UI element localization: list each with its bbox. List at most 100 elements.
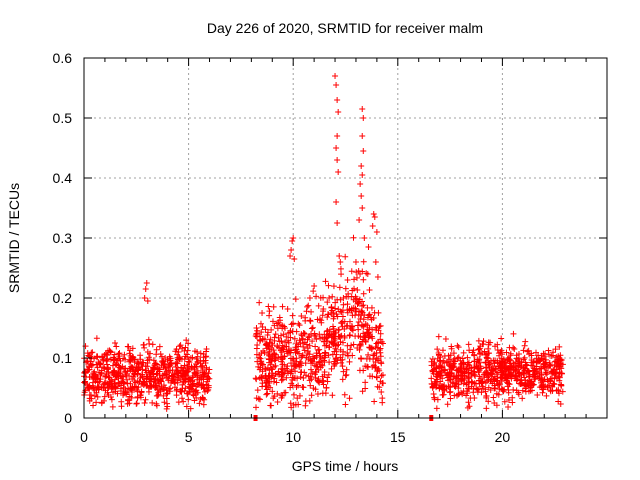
data-point	[306, 377, 313, 384]
data-point	[357, 315, 364, 322]
data-point	[449, 379, 456, 386]
data-point	[483, 364, 490, 371]
data-point	[360, 302, 367, 309]
data-point	[143, 280, 150, 286]
data-point	[314, 391, 321, 398]
data-point	[540, 350, 547, 357]
data-point	[454, 342, 461, 349]
data-point	[309, 338, 316, 345]
data-point	[435, 333, 442, 340]
data-point	[373, 229, 380, 235]
data-point	[377, 353, 384, 360]
data-point	[110, 357, 117, 364]
data-point	[464, 404, 471, 411]
data-point	[105, 365, 112, 372]
data-point	[535, 375, 542, 382]
y-tick-label: 0.2	[53, 290, 73, 306]
data-point	[179, 395, 186, 402]
data-point	[263, 391, 270, 398]
data-point	[352, 259, 359, 265]
data-point	[288, 380, 295, 387]
data-point	[509, 394, 516, 401]
data-point	[278, 337, 285, 344]
data-point	[374, 274, 381, 280]
data-point	[306, 317, 313, 324]
data-point	[101, 393, 108, 400]
data-point	[475, 385, 482, 392]
data-point	[108, 396, 115, 403]
data-point	[188, 365, 195, 372]
data-point	[185, 358, 192, 365]
data-point	[323, 335, 330, 342]
data-point	[350, 234, 357, 241]
data-point	[375, 309, 382, 316]
data-point	[181, 356, 188, 363]
data-point	[161, 370, 168, 377]
data-point	[193, 363, 200, 370]
data-point	[344, 342, 351, 349]
x-tick-label: 20	[495, 429, 511, 445]
data-point	[460, 380, 467, 387]
data-point	[290, 320, 297, 327]
data-point	[141, 344, 148, 351]
data-point	[124, 400, 131, 407]
data-point	[357, 342, 364, 349]
data-point	[133, 400, 140, 407]
data-point	[489, 368, 496, 375]
data-point	[313, 363, 320, 370]
data-point	[288, 368, 295, 375]
data-point	[428, 375, 435, 382]
data-point	[356, 217, 363, 223]
data-point	[476, 356, 483, 363]
data-point	[522, 359, 529, 366]
data-point	[149, 366, 156, 373]
data-point	[256, 396, 263, 403]
data-point	[153, 370, 160, 377]
data-point	[320, 357, 327, 364]
data-point	[126, 358, 133, 365]
data-point	[173, 359, 180, 366]
data-point	[106, 347, 113, 354]
data-point	[362, 385, 369, 392]
data-point	[359, 309, 366, 316]
data-point	[283, 374, 290, 381]
data-point	[306, 397, 313, 404]
data-point	[439, 383, 446, 390]
data-point	[260, 348, 267, 355]
data-point	[329, 309, 336, 316]
data-point	[479, 379, 486, 386]
data-point	[171, 371, 178, 378]
data-point	[330, 283, 337, 290]
data-point	[175, 354, 182, 361]
data-point	[256, 299, 263, 306]
data-point	[268, 358, 275, 365]
data-point	[267, 336, 274, 343]
data-point	[468, 372, 475, 379]
data-point	[253, 351, 260, 358]
data-point	[308, 325, 315, 332]
data-point	[303, 341, 310, 348]
data-point	[346, 358, 353, 365]
data-point	[93, 335, 100, 342]
data-point	[279, 361, 286, 368]
data-point	[297, 373, 304, 380]
data-point	[267, 384, 274, 391]
data-point	[439, 375, 446, 382]
data-point	[455, 385, 462, 392]
data-point	[341, 334, 348, 341]
data-point	[196, 376, 203, 383]
data-point	[355, 299, 362, 306]
data-point	[184, 367, 191, 374]
data-point	[156, 371, 163, 378]
data-point	[544, 384, 551, 391]
data-point	[358, 355, 365, 362]
data-point	[321, 352, 328, 359]
data-point	[352, 312, 359, 319]
data-point	[290, 235, 297, 241]
data-point	[493, 365, 500, 372]
data-point	[308, 360, 315, 367]
data-point	[140, 359, 147, 366]
data-point	[446, 369, 453, 376]
data-point	[90, 385, 97, 392]
data-point	[101, 352, 108, 359]
